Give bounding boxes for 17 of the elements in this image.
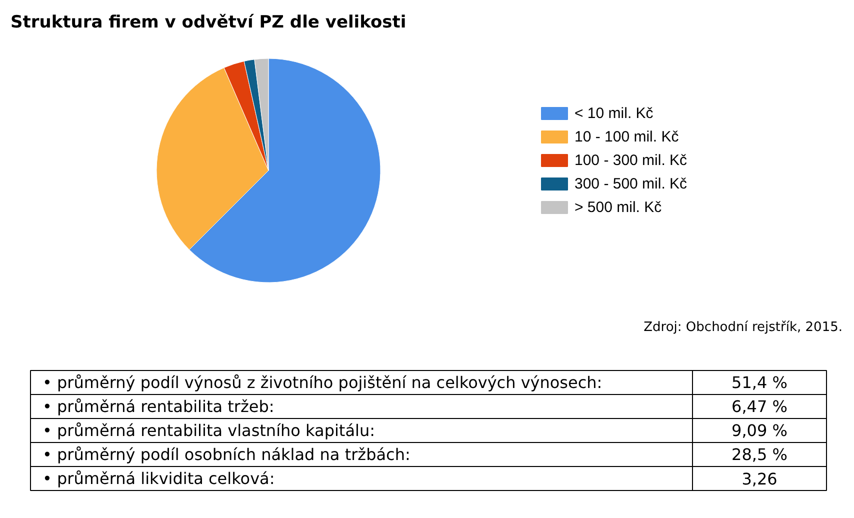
text: 6,47 %	[732, 397, 788, 416]
text: 9,09 %	[732, 421, 788, 440]
text: • průměrná rentabilita tržeb:	[42, 397, 274, 416]
legend-label: > 500 mil. Kč	[574, 199, 662, 216]
text: 51,4 %	[732, 373, 788, 392]
text: 28,5 %	[732, 445, 788, 464]
text: • průměrná rentabilita vlastního kapitálu:	[42, 421, 375, 440]
text: • průměrná likvidita celková:	[42, 469, 275, 488]
text: • průměrný podíl výnosů z životního pojištění na celkových výnosech:	[42, 373, 602, 392]
legend-label: 100 - 300 mil. Kč	[574, 152, 688, 169]
chart-title: Struktura firem v odvětví PZ dle velikosti	[10, 12, 406, 32]
text: • průměrný podíl osobních náklad na tržbách:	[42, 445, 410, 464]
text: 3,26	[742, 470, 778, 488]
legend-label: 10 - 100 mil. Kč	[574, 128, 680, 146]
text: Zdroj: Obchodní rejstřík, 2015.	[644, 320, 842, 335]
legend-label: 300 - 500 mil. Kč	[574, 176, 688, 192]
legend-label: < 10 mil. Kč	[574, 105, 654, 122]
